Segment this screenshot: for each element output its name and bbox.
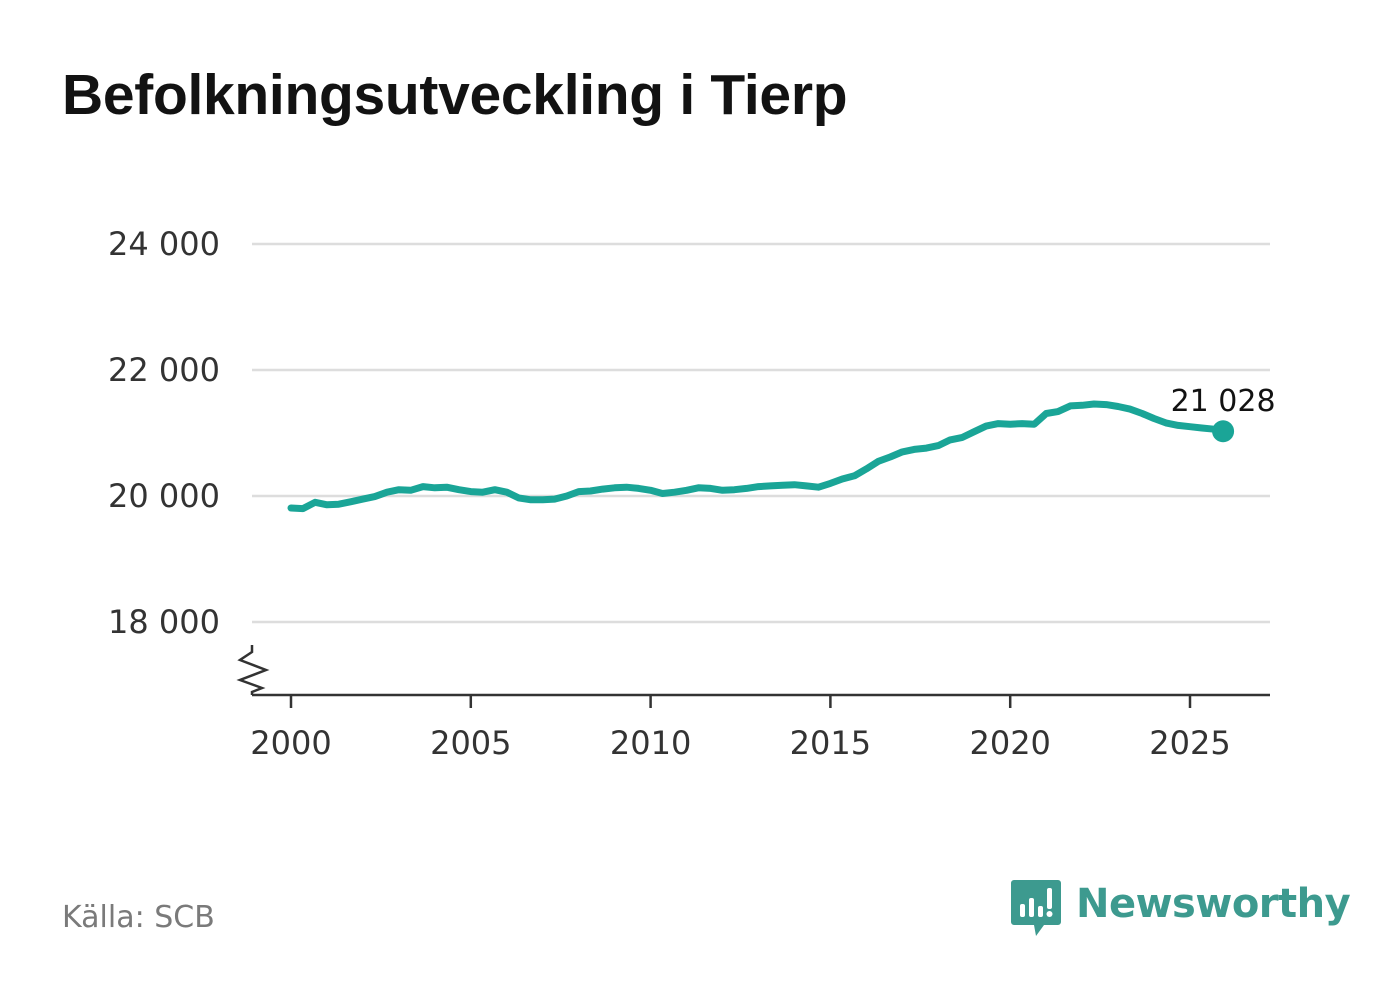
series-layer: 21 028 — [287, 384, 1276, 513]
chart-title: Befolkningsutveckling i Tierp — [62, 63, 848, 127]
last-point-label: 21 028 — [1171, 384, 1276, 419]
y-tick-label: 18 000 — [108, 603, 220, 641]
x-tick-label: 2015 — [790, 724, 871, 762]
x-tick-label: 2020 — [969, 724, 1050, 762]
x-tick-label: 2010 — [610, 724, 691, 762]
brand-logo: Newsworthy — [1010, 878, 1351, 940]
series-line — [287, 400, 1227, 513]
axis-break-zigzag — [236, 645, 270, 695]
y-tick-label: 22 000 — [108, 351, 220, 389]
newsworthy-logo-icon — [1011, 880, 1061, 936]
x-axis-ticks: 2000 2005 2010 2015 2020 2025 — [250, 695, 1231, 762]
gridlines — [252, 242, 1270, 624]
x-tick-label: 2005 — [430, 724, 511, 762]
source-note: Källa: SCB — [62, 900, 215, 935]
x-tick-label: 2025 — [1149, 724, 1230, 762]
y-tick-label: 20 000 — [108, 477, 220, 515]
x-tick-label: 2000 — [250, 724, 331, 762]
y-tick-label: 24 000 — [108, 225, 220, 263]
x-axis — [236, 645, 1270, 697]
last-point-marker — [1212, 420, 1235, 443]
y-axis-ticks: 18 000 20 000 22 000 24 000 — [108, 225, 220, 641]
brand-name: Newsworthy — [1076, 881, 1351, 927]
